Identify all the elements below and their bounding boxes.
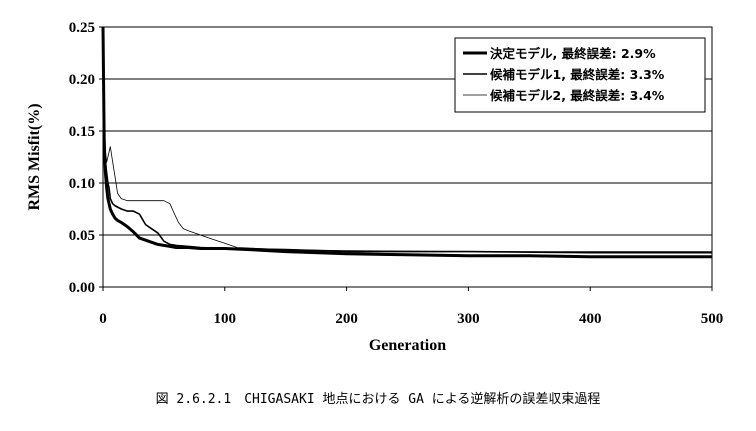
series-lines xyxy=(101,26,712,259)
y-tick-label: 0.05 xyxy=(69,228,95,244)
x-tick-label: 400 xyxy=(579,311,602,327)
series-line-candidate-2 xyxy=(102,130,712,253)
y-tick-label: 0.10 xyxy=(69,176,95,192)
axis-ticks: 0.00 0.05 0.10 0.15 0.20 0.25 0 100 200 300 400 500 xyxy=(69,20,724,327)
y-axis-label: RMS Misfit(%) xyxy=(26,103,43,210)
legend-label-candidate-1: 候補モデル1, 最終誤差: 3.3% xyxy=(490,67,665,82)
y-tick-label: 0.25 xyxy=(69,20,95,36)
figure-caption: 図 2.6.2.1 CHIGASAKI 地点における GA による逆解析の誤差収… xyxy=(155,392,601,407)
y-tick-label: 0.15 xyxy=(69,124,95,140)
plot-frame xyxy=(102,26,713,288)
x-tick-label: 300 xyxy=(457,311,480,327)
y-tick-label: 0.20 xyxy=(69,72,95,88)
x-tick-label: 0 xyxy=(99,311,107,327)
series-line-final-model xyxy=(101,26,712,259)
y-tick-label: 0.00 xyxy=(69,280,95,296)
legend-label-candidate-2: 候補モデル2, 最終誤差: 3.4% xyxy=(490,88,665,103)
legend: 決定モデル, 最終誤差: 2.9% 候補モデル1, 最終誤差: 3.3% 候補モ… xyxy=(454,37,706,113)
x-tick-label: 500 xyxy=(701,311,724,327)
legend-box xyxy=(454,37,706,113)
x-axis-label: Generation xyxy=(369,337,446,354)
legend-label-final-model: 決定モデル, 最終誤差: 2.9% xyxy=(490,46,656,61)
x-tick-label: 100 xyxy=(214,311,237,327)
x-tick-label: 200 xyxy=(335,311,358,327)
